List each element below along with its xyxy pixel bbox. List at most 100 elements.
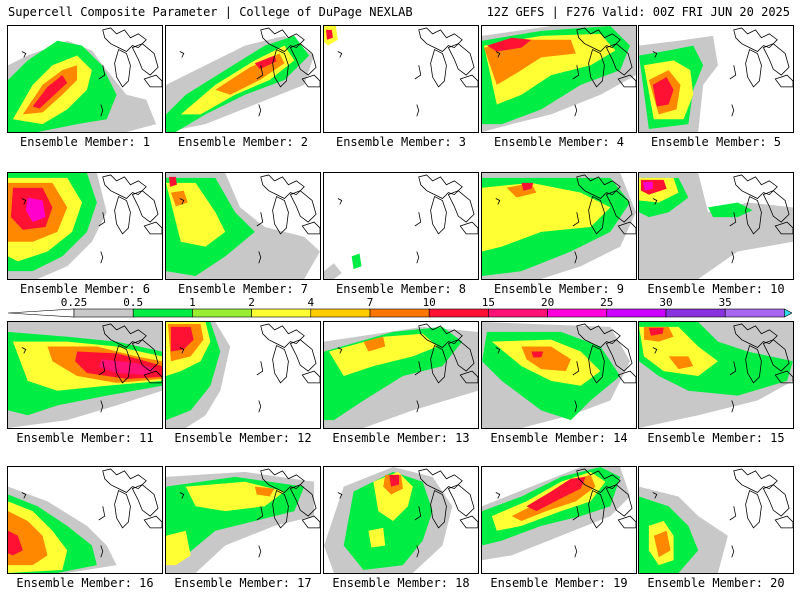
coastline-south: [100, 251, 104, 264]
map-panel-member-7: [165, 172, 321, 280]
scp-field-map: [166, 322, 320, 428]
coastline-west: [21, 492, 27, 499]
scp-field-map: [482, 26, 636, 132]
coastline: [447, 43, 475, 76]
coastline: [131, 190, 159, 223]
coastline-west: [21, 198, 27, 205]
scp-field-map: [639, 322, 793, 428]
coastline-west: [179, 51, 185, 58]
coastline: [733, 174, 778, 199]
coastline: [617, 370, 636, 384]
coastline: [256, 65, 264, 80]
scp-contour-rose: [98, 359, 157, 375]
coastline: [102, 27, 147, 52]
ensemble-member-label: Ensemble Member: 6: [19, 282, 151, 296]
map-panel-member-8: [323, 172, 479, 280]
coastline: [459, 74, 478, 88]
coastline: [289, 339, 317, 372]
coastline: [729, 212, 737, 227]
scp-field-map: [8, 27, 162, 132]
ensemble-member-label: Ensemble Member: 17: [174, 576, 312, 590]
coastline-west: [495, 51, 501, 58]
colorbar-segment: [369, 308, 430, 318]
colorbar-tick-label: 0.25: [61, 297, 88, 309]
scp-field-map: [324, 467, 478, 573]
map-panel-member-17: [165, 466, 321, 574]
scp-contour-red: [648, 327, 664, 336]
coastline-west: [337, 198, 343, 205]
scp-contour-red: [526, 476, 586, 512]
coastline: [605, 484, 633, 517]
scp-field-map: [324, 323, 478, 428]
coastline: [418, 27, 463, 52]
scp-contour-orange: [363, 336, 386, 352]
coastline: [745, 344, 762, 384]
coastline: [729, 506, 737, 521]
coastline-south: [100, 104, 104, 117]
scp-field-map: [639, 468, 793, 573]
coastline: [762, 43, 790, 76]
coastline: [256, 506, 264, 521]
coastline: [430, 195, 447, 235]
coastline: [447, 484, 475, 517]
ensemble-member-label: Ensemble Member: 18: [332, 576, 470, 590]
coastline: [617, 221, 636, 235]
scp-contour-orange: [483, 39, 576, 85]
coastline: [131, 43, 159, 76]
colorbar-tick-label: 2: [248, 297, 255, 309]
scp-field-map: [166, 27, 320, 132]
ensemble-member-label: Ensemble Member: 11: [16, 431, 154, 445]
ensemble-member-label: Ensemble Member: 5: [650, 135, 782, 149]
colorbar-segment: [251, 308, 312, 318]
coastline: [418, 174, 463, 199]
colorbar-tick-label: 30: [659, 297, 672, 309]
map-panel-member-18: [323, 466, 479, 574]
colorbar-tick-label: 0.5: [123, 297, 143, 309]
coastline: [102, 174, 147, 199]
map-panel-member-16: [7, 466, 163, 574]
coastline: [459, 515, 478, 529]
coastline: [588, 48, 605, 88]
coastline-west: [21, 51, 27, 58]
coastline: [572, 65, 580, 80]
coastline: [114, 48, 131, 88]
coastline-south: [416, 400, 420, 413]
coastline-west: [337, 347, 343, 354]
coastline: [605, 339, 633, 372]
scp-contour-red: [652, 77, 674, 107]
coastline-south: [416, 251, 420, 264]
coastline: [289, 43, 317, 76]
coastline-south: [731, 545, 735, 558]
coastline: [114, 489, 131, 529]
coastline: [143, 515, 162, 529]
colorbar-tick-label: 1: [189, 297, 196, 309]
coastline: [260, 174, 305, 199]
coastline: [430, 489, 447, 529]
coastline: [733, 468, 778, 493]
colorbar-tick-label: 7: [367, 297, 374, 309]
map-panel-member-3: [323, 25, 479, 133]
coastline: [260, 323, 305, 348]
scp-contour-red: [32, 75, 68, 109]
colorbar-tick-label: 4: [307, 297, 314, 309]
coastline: [414, 212, 422, 227]
coastline-west: [652, 51, 658, 58]
scp-contour-gray: [324, 263, 342, 279]
coastline-west: [337, 51, 343, 58]
coastline: [729, 65, 737, 80]
coastline: [143, 221, 162, 235]
coastline: [98, 506, 106, 521]
coastline-south: [100, 400, 104, 413]
ensemble-member-label: Ensemble Member: 8: [335, 282, 467, 296]
ensemble-member-label: Ensemble Member: 15: [647, 431, 785, 445]
colorbar-arrow-high: [784, 308, 793, 318]
coastline: [588, 344, 605, 384]
coastline: [414, 361, 422, 376]
coastline-west: [179, 198, 185, 205]
coastline: [733, 27, 778, 52]
colorbar-tick-label: 10: [423, 297, 436, 309]
colorbar-segment: [428, 308, 489, 318]
coastline-south: [100, 545, 104, 558]
coastline: [447, 339, 475, 372]
map-panel-member-12: [165, 321, 321, 429]
